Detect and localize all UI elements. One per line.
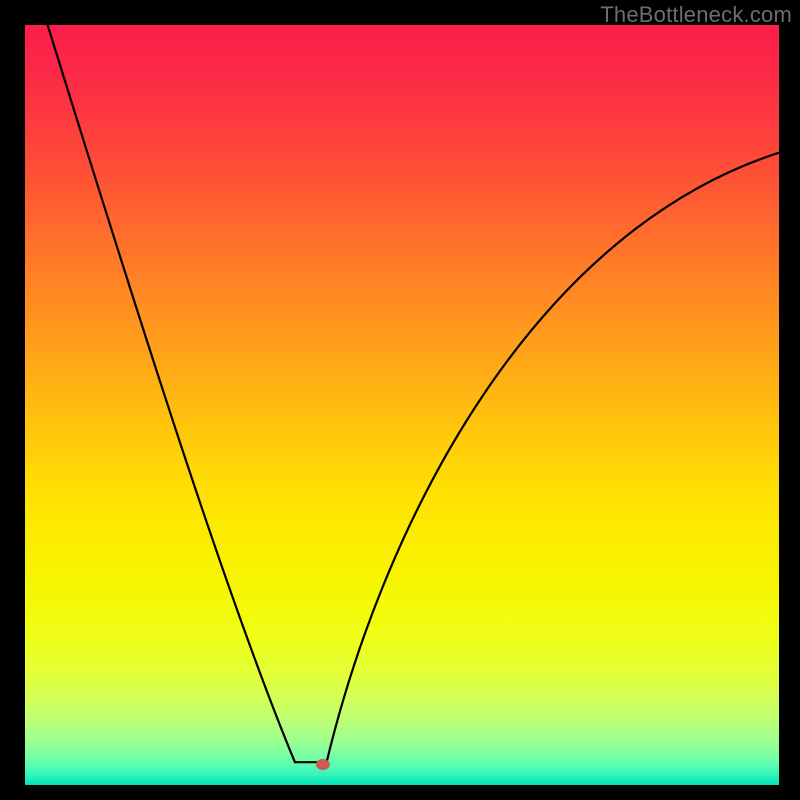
watermark-label: TheBottleneck.com bbox=[600, 2, 792, 28]
chart-frame: TheBottleneck.com bbox=[0, 0, 800, 800]
chart-background bbox=[25, 25, 779, 785]
optimum-marker bbox=[316, 759, 330, 770]
bottleneck-chart bbox=[0, 0, 800, 800]
